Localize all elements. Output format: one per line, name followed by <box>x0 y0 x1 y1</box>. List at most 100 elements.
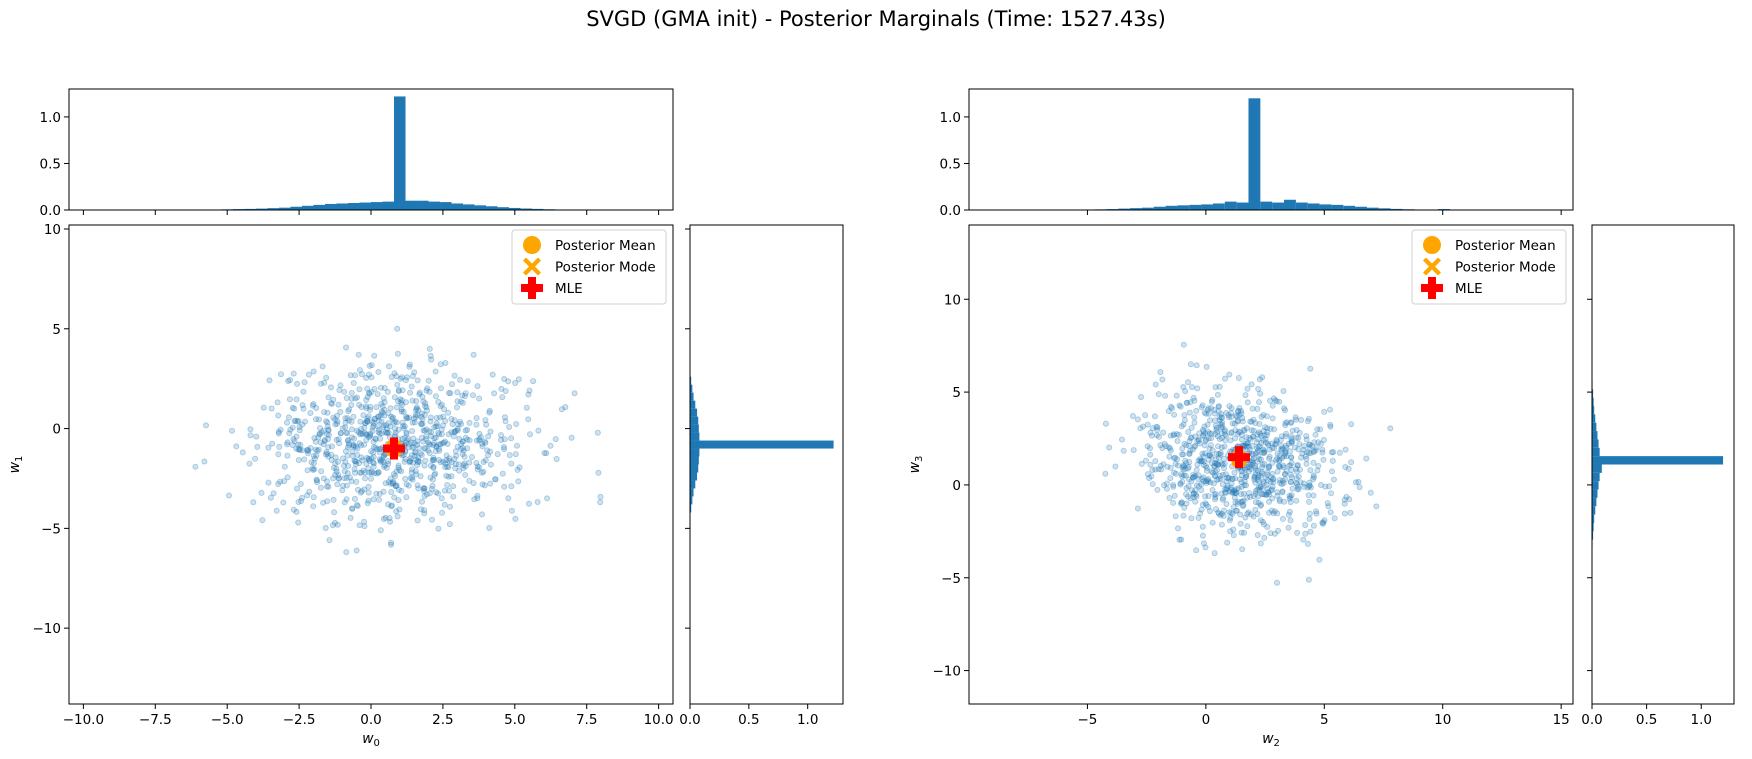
scatter-point <box>1252 499 1259 506</box>
scatter-point <box>285 377 292 384</box>
scatter-point <box>368 469 375 476</box>
scatter-point <box>462 471 469 478</box>
scatter-point <box>1215 408 1222 415</box>
scatter-point <box>1271 445 1278 452</box>
scatter-point <box>1224 483 1231 490</box>
scatter-point <box>432 393 439 400</box>
scatter-point <box>500 443 507 450</box>
scatter-point <box>361 523 368 530</box>
scatter-point <box>316 431 323 438</box>
scatter-point <box>473 421 480 428</box>
scatter-point <box>1221 465 1228 472</box>
scatter-point <box>1199 501 1206 508</box>
scatter-point <box>363 405 370 412</box>
scatter-point <box>1285 511 1292 518</box>
scatter-point <box>1274 455 1281 462</box>
scatter-point <box>1216 417 1223 424</box>
scatter-point <box>1213 506 1220 513</box>
scatter-point <box>464 445 471 452</box>
scatter-point <box>1304 484 1311 491</box>
scatter-point <box>1171 455 1178 462</box>
scatter-point <box>444 440 451 447</box>
y-axis-label-sub: 1 <box>14 456 25 462</box>
scatter-point <box>299 447 306 454</box>
scatter-point <box>452 461 459 468</box>
scatter-point <box>388 502 395 509</box>
y-axis-label: w1 <box>7 456 25 474</box>
scatter-point <box>1235 374 1242 381</box>
x-tick-label: 10.0 <box>644 712 674 728</box>
scatter-point <box>383 422 390 429</box>
scatter-point <box>401 423 408 430</box>
scatter-point <box>1363 455 1370 462</box>
scatter-point <box>395 497 402 504</box>
scatter-point <box>395 462 402 469</box>
scatter-point <box>450 493 457 500</box>
scatter-point <box>1278 447 1285 454</box>
scatter-point <box>1102 470 1109 477</box>
scatter-point <box>461 392 468 399</box>
scatter-point <box>1166 494 1173 501</box>
scatter-point <box>1255 499 1262 506</box>
scatter-point <box>1276 498 1283 505</box>
scatter-point <box>334 418 341 425</box>
scatter-point <box>343 549 350 556</box>
scatter-point <box>1319 446 1326 453</box>
scatter-point <box>1222 489 1229 496</box>
scatter-point <box>366 457 373 464</box>
scatter-point <box>1218 444 1225 451</box>
scatter-point <box>1295 485 1302 492</box>
scatter-point <box>320 499 327 506</box>
scatter-point <box>425 447 432 454</box>
scatter-point <box>1237 520 1244 527</box>
scatter-point <box>1235 485 1242 492</box>
scatter-point <box>474 495 481 502</box>
scatter-point <box>1266 463 1273 470</box>
top-hist-frame <box>968 88 1574 211</box>
scatter-point <box>410 415 417 422</box>
scatter-point <box>427 462 434 469</box>
top-hist-bar <box>255 208 268 210</box>
top-hist-bar <box>1177 205 1190 210</box>
scatter-point <box>1160 461 1167 468</box>
scatter-point <box>409 444 416 451</box>
scatter-point <box>418 434 425 441</box>
scatter-point <box>1215 461 1222 468</box>
scatter-point <box>418 452 425 459</box>
scatter-point <box>1336 449 1343 456</box>
top-hist-bar <box>313 204 325 210</box>
scatter-point <box>1287 478 1294 485</box>
scatter-point <box>375 469 382 476</box>
scatter-point <box>1173 392 1180 399</box>
scatter-point <box>483 421 490 428</box>
scatter-point <box>412 414 419 421</box>
scatter-point <box>357 442 364 449</box>
scatter-point <box>1226 517 1233 524</box>
scatter-point <box>476 395 483 402</box>
scatter-point <box>382 514 389 521</box>
scatter-point <box>408 383 415 390</box>
scatter-point <box>356 469 363 476</box>
scatter-point <box>1180 462 1187 469</box>
scatter-point <box>1179 464 1186 471</box>
scatter-point <box>1313 510 1320 517</box>
scatter-point <box>1324 500 1331 507</box>
scatter-point <box>408 439 415 446</box>
scatter-point <box>1226 509 1233 516</box>
scatter-point <box>394 513 401 520</box>
scatter-point <box>526 387 533 394</box>
scatter-point <box>474 466 481 473</box>
scatter-point <box>1280 387 1287 394</box>
scatter-point <box>501 414 508 421</box>
scatter-point <box>1187 399 1194 406</box>
scatter-point <box>451 455 458 462</box>
scatter-point <box>391 370 398 377</box>
scatter-point <box>1199 523 1206 530</box>
scatter-point <box>293 433 300 440</box>
scatter-point <box>352 372 359 379</box>
scatter-point <box>1252 450 1259 457</box>
scatter-point <box>1232 499 1239 506</box>
scatter-point <box>368 362 375 369</box>
scatter-point <box>445 389 452 396</box>
